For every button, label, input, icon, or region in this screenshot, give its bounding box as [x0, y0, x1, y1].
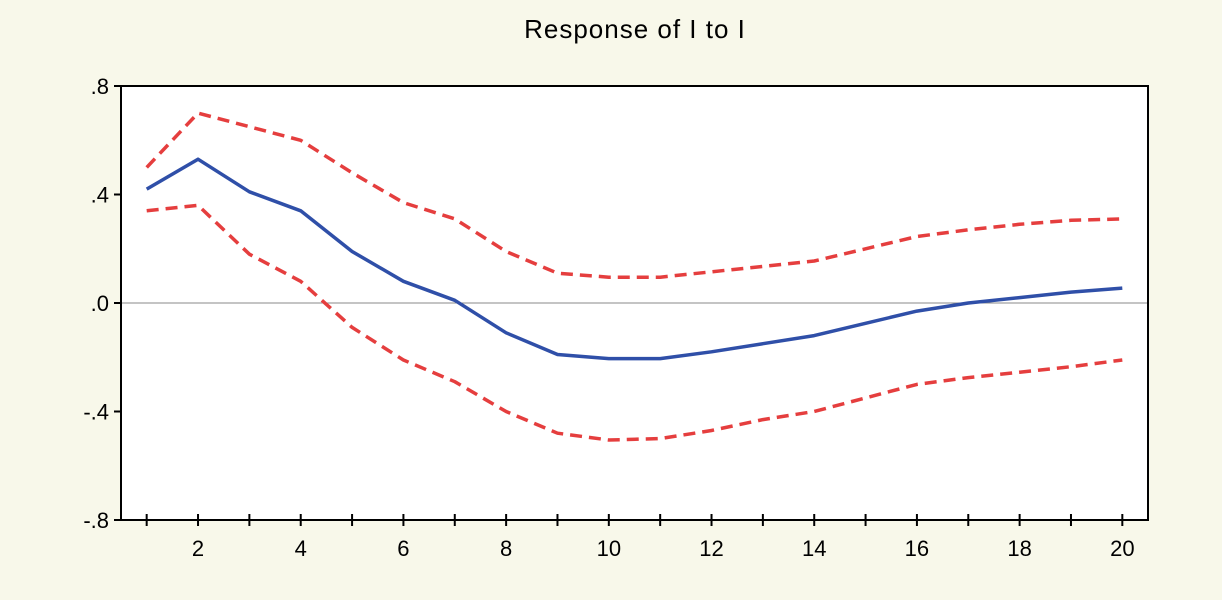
confidence-band-line-1: [145, 111, 1123, 279]
x-tick-label: 16: [905, 536, 929, 561]
x-tick-label: 4: [295, 536, 307, 561]
response-line-0: [145, 157, 1123, 361]
y-tick-label: -.4: [83, 400, 109, 425]
x-tick-label: 12: [699, 536, 723, 561]
x-tick-label: 6: [397, 536, 409, 561]
y-tick-label: -.8: [83, 508, 109, 533]
confidence-band-line-2: [146, 203, 1123, 442]
x-tick-label: 8: [500, 536, 512, 561]
x-tick-label: 20: [1110, 536, 1134, 561]
y-tick-label: .0: [91, 291, 109, 316]
y-tick-label: .8: [91, 74, 109, 99]
x-tick-label: 14: [802, 536, 826, 561]
y-tick-label: .4: [91, 183, 109, 208]
chart-title: Response of I to I: [524, 14, 746, 44]
x-tick-label: 18: [1007, 536, 1031, 561]
x-tick-label: 10: [597, 536, 621, 561]
x-tick-label: 2: [192, 536, 204, 561]
